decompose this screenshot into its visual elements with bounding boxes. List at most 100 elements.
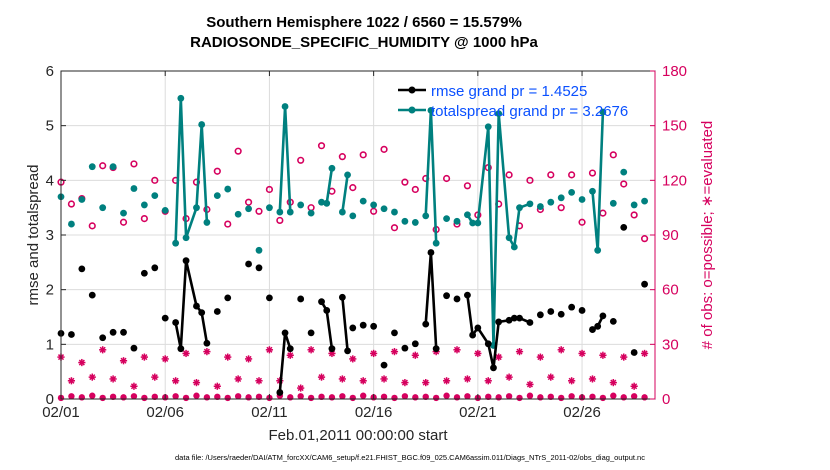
asterisk-stroke (526, 381, 533, 388)
obs-evaluated-point (453, 346, 461, 354)
obs-evaluated-baseline-point (453, 394, 461, 401)
y-tick-label-right: 90 (662, 227, 679, 244)
obs-evaluated-point (422, 379, 430, 387)
x-tick-label: 02/11 (251, 404, 287, 421)
obs-evaluated-baseline-point (380, 393, 388, 401)
rmse-point (536, 311, 544, 319)
asterisk-stroke (78, 359, 85, 366)
obs-evaluated-baseline-point (339, 393, 346, 400)
obs-evaluated-baseline-point (297, 393, 304, 400)
obs-possible-point (224, 220, 232, 228)
obs-evaluated-baseline-point (391, 394, 398, 402)
spread-point (193, 204, 200, 212)
rmse-point (286, 345, 294, 353)
obs-evaluated-point (609, 379, 617, 387)
obs-evaluated-point (286, 351, 294, 359)
obs-evaluated-point (317, 373, 326, 381)
spread-point (130, 185, 138, 192)
obs-evaluated-point (338, 375, 346, 383)
data-file-footnote: data file: /Users/raeder/DAI/ATM_forcXX/… (175, 453, 645, 462)
obs-evaluated-baseline-point (485, 393, 492, 401)
obs-possible-point (588, 169, 597, 177)
obs-possible-point (140, 215, 148, 223)
asterisk-stroke (620, 354, 627, 361)
spread-line (174, 97, 209, 244)
spread-point (609, 199, 617, 207)
spread-point (281, 103, 289, 110)
obs-evaluated-baseline-point (568, 393, 575, 400)
spread-point (557, 194, 565, 202)
obs-evaluated-point (474, 349, 482, 358)
asterisk-stroke (328, 350, 335, 357)
rmse-point (464, 291, 471, 299)
spread-point (203, 219, 211, 226)
obs-evaluated-baseline-point (630, 393, 638, 400)
obs-possible-point (390, 224, 399, 232)
rmse-point (380, 361, 388, 369)
spread-point (328, 164, 336, 172)
rmse-point (526, 319, 534, 326)
rmse-point (140, 269, 148, 277)
spread-point (276, 208, 284, 216)
obs-evaluated-baseline-point (68, 393, 75, 400)
obs-evaluated-baseline-point (245, 394, 252, 401)
spread-point (140, 201, 148, 209)
spread-point (161, 207, 169, 214)
obs-evaluated-baseline-point (318, 393, 325, 401)
asterisk-stroke (568, 377, 575, 384)
obs-possible-point (568, 171, 576, 179)
obs-evaluated-point (599, 351, 607, 359)
obs-evaluated-point (568, 377, 576, 385)
asterisk-stroke (203, 348, 210, 355)
spread-point (526, 200, 534, 208)
rmse-point (453, 295, 461, 303)
spread-point (427, 106, 435, 114)
asterisk-stroke (349, 355, 356, 362)
obs-evaluated-point (182, 349, 190, 358)
obs-evaluated-baseline-point (558, 394, 565, 402)
spread-point (453, 217, 461, 225)
rmse-point (510, 314, 518, 322)
rmse-point (401, 344, 409, 352)
asterisk-stroke (172, 377, 179, 384)
obs-possible-point (547, 171, 555, 179)
obs-possible-point (244, 198, 253, 206)
obs-possible-point (505, 171, 513, 179)
rmse-point (411, 340, 419, 348)
asterisk-stroke (485, 377, 492, 384)
obs-evaluated-point (151, 373, 159, 381)
legend-rmse-marker (408, 86, 416, 94)
asterisk-stroke (412, 352, 419, 359)
obs-evaluated-point (370, 349, 378, 358)
obs-possible-point (630, 211, 638, 219)
obs-evaluated-baseline-point (172, 393, 179, 400)
obs-evaluated-point (557, 346, 565, 354)
obs-evaluated-point (192, 379, 201, 387)
obs-possible-point (88, 222, 96, 230)
rmse-point (161, 314, 169, 322)
axes: 02/01 02/06 02/11 02/16 02/21 02/260123456030… (42, 63, 687, 421)
rmse-point (359, 321, 367, 329)
spread-point (349, 212, 357, 220)
asterisk-stroke (308, 346, 315, 353)
rmse-point (266, 294, 273, 302)
chart-title: Southern Hemisphere 1022 / 6560 = 15.579… (206, 14, 522, 31)
spread-point (589, 187, 596, 195)
obs-evaluated-point (390, 348, 399, 356)
obs-evaluated-baseline-point (193, 392, 200, 399)
obs-evaluated-baseline-point (287, 394, 294, 401)
obs-evaluated-point (463, 375, 472, 383)
rmse-point (495, 318, 503, 326)
spread-point (495, 110, 503, 118)
y-tick-label-right: 0 (662, 391, 670, 408)
asterisk-stroke (266, 346, 273, 353)
obs-evaluated-point (411, 351, 419, 359)
x-tick-label: 02/16 (355, 404, 393, 421)
spread-point (182, 234, 190, 242)
legend-spread-marker (408, 106, 416, 114)
spread-point (266, 204, 273, 212)
asterisk-stroke (495, 354, 502, 361)
obs-evaluated-point (547, 373, 555, 381)
spread-point (234, 210, 242, 218)
